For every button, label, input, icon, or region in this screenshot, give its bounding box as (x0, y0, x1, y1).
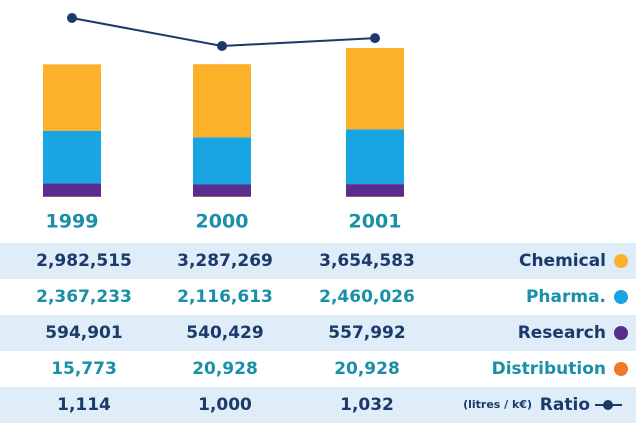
value-label: 1,032 (340, 395, 394, 415)
bar-segment (43, 64, 101, 131)
value-label: 20,928 (192, 359, 258, 379)
value-label: 2,367,233 (36, 287, 132, 307)
value-label: 2,116,613 (177, 287, 273, 307)
value-label: 1,114 (57, 395, 111, 415)
bar-segment (193, 184, 251, 197)
ratio-point (370, 33, 380, 44)
unit-label: (litres / k€) (463, 398, 532, 411)
legend-label: Distribution (492, 359, 606, 379)
row-background (0, 315, 636, 351)
value-label: 557,992 (328, 323, 405, 343)
bar-segment (193, 64, 251, 138)
bar-segment (346, 129, 404, 185)
legend-label: Pharma. (526, 287, 606, 307)
legend-marker (614, 254, 628, 268)
category-label: 2000 (196, 211, 249, 233)
bar-segment (346, 184, 404, 197)
bar-segment (43, 130, 101, 184)
category-label: 1999 (46, 211, 99, 233)
bar-segment (43, 183, 101, 197)
value-label: 1,000 (198, 395, 252, 415)
ratio-point (217, 41, 227, 51)
value-label: 540,429 (186, 323, 263, 343)
legend-marker (614, 326, 628, 340)
value-label: 594,901 (45, 323, 122, 343)
row-background (0, 243, 636, 279)
bar-segment (346, 48, 404, 130)
legend-label: Ratio (540, 395, 590, 415)
ratio-point (67, 13, 77, 23)
legend-marker (614, 290, 628, 304)
value-label: 3,654,583 (319, 251, 415, 271)
value-label: 2,460,026 (319, 287, 415, 307)
legend-label: Research (518, 323, 606, 343)
legend-marker (603, 400, 613, 410)
legend-marker (614, 362, 628, 376)
value-label: 15,773 (51, 359, 117, 379)
value-label: 20,928 (334, 359, 400, 379)
legend-label: Chemical (519, 251, 606, 271)
bar-segment (193, 137, 251, 185)
row-background (0, 387, 636, 423)
value-label: 2,982,515 (36, 251, 132, 271)
category-label: 2001 (349, 211, 402, 233)
value-label: 3,287,269 (177, 251, 273, 271)
